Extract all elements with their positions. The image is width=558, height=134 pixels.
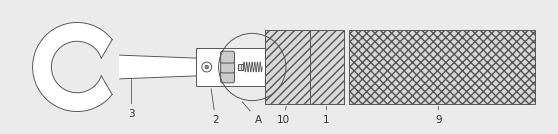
Text: 2: 2 (211, 89, 219, 125)
FancyBboxPatch shape (220, 71, 234, 83)
Bar (310, 30, 344, 104)
Circle shape (202, 62, 211, 72)
Text: 1: 1 (323, 106, 330, 125)
Bar (349, 30, 535, 104)
FancyBboxPatch shape (220, 51, 234, 63)
Polygon shape (32, 23, 112, 111)
Circle shape (205, 65, 209, 69)
Bar (196, 48, 265, 86)
Text: 3: 3 (128, 75, 135, 119)
Text: 10: 10 (276, 106, 290, 125)
Text: 9: 9 (435, 106, 441, 125)
Text: A: A (242, 102, 262, 125)
Bar (265, 30, 310, 104)
Bar (238, 64, 243, 70)
FancyBboxPatch shape (220, 61, 234, 73)
Polygon shape (119, 55, 196, 79)
